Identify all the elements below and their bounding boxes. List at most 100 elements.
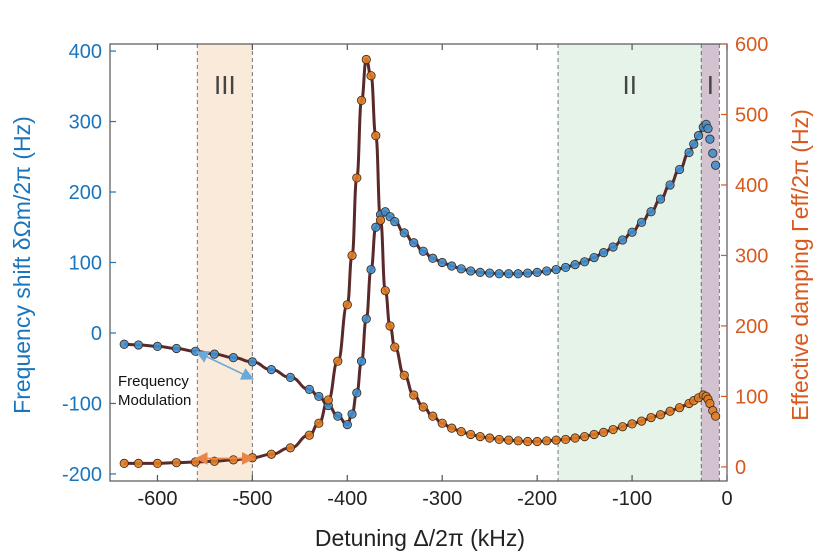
data-point bbox=[152, 458, 163, 468]
data-point bbox=[447, 261, 457, 271]
data-point bbox=[418, 402, 428, 412]
data-point bbox=[551, 264, 561, 275]
data-point bbox=[494, 269, 504, 279]
data-point bbox=[466, 429, 476, 440]
data-point bbox=[409, 238, 419, 248]
data-point bbox=[304, 384, 314, 394]
data-point bbox=[589, 252, 599, 263]
data-point bbox=[347, 250, 357, 261]
y-left-tick-label: 0 bbox=[91, 323, 102, 345]
data-point bbox=[513, 436, 523, 446]
data-point bbox=[711, 411, 721, 421]
x-tick-label: -200 bbox=[517, 488, 557, 510]
data-point bbox=[352, 173, 362, 183]
y-left-tick-label: -100 bbox=[62, 393, 102, 415]
data-point bbox=[190, 346, 201, 356]
y-right-tick-label: 500 bbox=[735, 104, 768, 126]
x-axis-label: Detuning Δ/2π (kHz) bbox=[315, 525, 525, 551]
x-tick-label: -100 bbox=[612, 488, 652, 510]
data-point bbox=[352, 388, 362, 398]
data-point bbox=[390, 217, 400, 227]
y-left-tick-label: 200 bbox=[69, 182, 102, 204]
data-point bbox=[347, 409, 357, 419]
data-point bbox=[247, 357, 257, 367]
regions-layer: III II I bbox=[196, 44, 720, 481]
data-point bbox=[399, 370, 409, 380]
data-point bbox=[333, 411, 343, 421]
data-point bbox=[608, 242, 618, 252]
data-point bbox=[209, 349, 220, 359]
region-1 bbox=[197, 44, 253, 481]
data-point bbox=[333, 356, 343, 366]
data-point bbox=[323, 395, 333, 405]
data-point bbox=[561, 434, 571, 445]
y-right-tick-label: 600 bbox=[735, 34, 768, 56]
data-point bbox=[598, 427, 609, 437]
data-point bbox=[228, 455, 238, 465]
data-point bbox=[466, 266, 476, 276]
data-point bbox=[119, 339, 129, 349]
y-left-tick-label: 300 bbox=[69, 112, 102, 134]
data-point bbox=[356, 356, 367, 366]
data-point bbox=[655, 194, 666, 204]
data-point bbox=[655, 410, 666, 420]
data-point bbox=[674, 403, 685, 413]
data-point bbox=[399, 228, 409, 238]
data-point bbox=[314, 391, 324, 402]
data-point bbox=[485, 433, 495, 443]
data-point bbox=[371, 222, 381, 232]
data-point bbox=[627, 227, 637, 237]
data-point bbox=[580, 257, 590, 267]
annotation-line-1: Frequency bbox=[118, 373, 189, 390]
data-point bbox=[342, 300, 352, 310]
data-point bbox=[475, 431, 485, 442]
data-point bbox=[627, 419, 637, 429]
y-left-tick-label: 100 bbox=[69, 253, 102, 275]
data-point bbox=[665, 406, 675, 416]
region-label: II bbox=[622, 70, 636, 100]
data-point bbox=[561, 262, 571, 273]
data-point bbox=[247, 453, 257, 463]
data-point bbox=[705, 134, 715, 144]
modulation-arrows bbox=[194, 351, 255, 465]
data-point bbox=[532, 267, 542, 277]
region-label: I bbox=[707, 70, 714, 100]
data-point bbox=[171, 458, 182, 468]
data-point bbox=[390, 342, 400, 352]
data-point bbox=[385, 321, 395, 331]
data-point bbox=[485, 268, 495, 278]
y-right-tick-label: 300 bbox=[735, 245, 768, 267]
data-point bbox=[447, 423, 457, 433]
data-point bbox=[711, 160, 721, 170]
data-point bbox=[409, 390, 419, 400]
data-point bbox=[285, 443, 295, 453]
data-point bbox=[437, 257, 447, 268]
x-tick-label: -500 bbox=[232, 488, 272, 510]
data-point bbox=[708, 148, 718, 158]
region-label: III bbox=[214, 70, 236, 100]
data-point bbox=[428, 411, 438, 421]
y-right-tick-label: 200 bbox=[735, 316, 768, 338]
data-point bbox=[494, 434, 504, 445]
data-point bbox=[646, 207, 656, 217]
data-point bbox=[523, 436, 533, 447]
data-point bbox=[703, 123, 713, 134]
data-point bbox=[418, 246, 428, 256]
data-point bbox=[646, 412, 656, 423]
data-point bbox=[371, 131, 381, 141]
data-point bbox=[617, 422, 628, 432]
data-point bbox=[119, 458, 129, 468]
x-tick-label: -400 bbox=[327, 488, 367, 510]
ticks-layer: -600 -500 -400 -300 -200 -100 0 -200 -100 0 100 200… bbox=[62, 34, 768, 510]
data-point bbox=[133, 340, 144, 350]
data-point bbox=[504, 269, 514, 279]
data-point bbox=[375, 215, 386, 225]
data-point bbox=[636, 217, 647, 227]
y-axis-label-left: Frequency shift δΩm/2π (Hz) bbox=[9, 116, 35, 414]
data-point bbox=[504, 435, 514, 445]
data-point bbox=[366, 264, 376, 275]
data-point bbox=[513, 269, 523, 279]
y-right-tick-label: 0 bbox=[735, 457, 746, 479]
y-left-tick-label: 400 bbox=[69, 41, 102, 63]
